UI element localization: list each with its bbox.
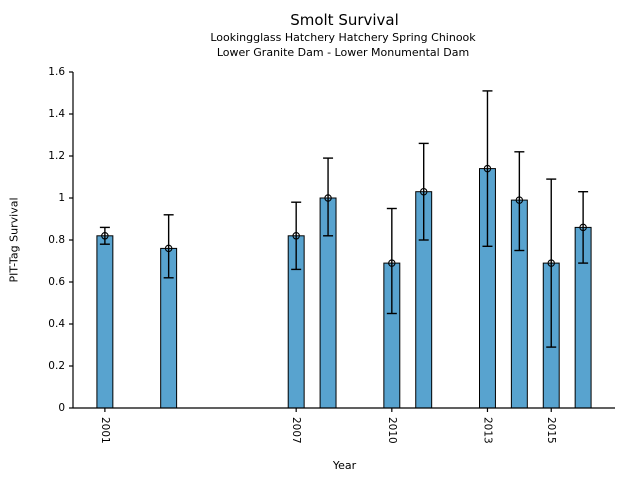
chart-subtitle-line1: Lookingglass Hatchery Hatchery Spring Ch… <box>210 31 476 44</box>
marker-circle-2015 <box>547 259 555 267</box>
error-bar-2011 <box>418 142 429 241</box>
y-tick-label: 0.4 <box>48 318 65 330</box>
error-bar-2003 <box>163 214 174 279</box>
x-tick-label: 2013 <box>481 417 493 444</box>
error-bar-2007 <box>291 201 302 271</box>
x-tick-label: 2015 <box>545 417 557 444</box>
y-tick-label: 1.4 <box>48 108 65 120</box>
y-tick-label: 0.8 <box>48 234 65 246</box>
chart-subtitle-line2: Lower Granite Dam - Lower Monumental Dam <box>216 46 470 59</box>
y-tick-label: 1.6 <box>48 66 65 78</box>
chart-title: Smolt Survival <box>290 11 399 29</box>
error-bar-2008 <box>323 157 334 237</box>
marker-circle-2001 <box>101 232 109 240</box>
error-bar-2014 <box>514 151 525 252</box>
x-tick-label: 2001 <box>99 417 111 444</box>
error-bar-2015 <box>546 178 557 348</box>
error-bar-2001 <box>99 226 110 245</box>
y-tick-label: 1 <box>58 192 65 204</box>
marker-circle-2008 <box>324 194 332 202</box>
x-axis-label: Year <box>332 459 357 472</box>
bar-2001 <box>96 235 114 409</box>
y-tick-label: 0.2 <box>48 360 65 372</box>
y-tick-label: 0 <box>58 402 65 414</box>
marker-circle-2013 <box>483 164 492 173</box>
marker-circle-2014 <box>515 196 524 204</box>
error-bar-2013 <box>482 90 493 248</box>
marker-circle-2016 <box>579 223 587 232</box>
marker-circle-2003 <box>164 244 173 253</box>
y-axis-label: PIT-Tag Survival <box>7 197 21 283</box>
marker-circle-2011 <box>419 187 428 196</box>
x-tick-label: 2010 <box>386 417 398 444</box>
marker-circle-2010 <box>388 259 396 267</box>
error-bar-2016 <box>578 190 589 264</box>
y-tick-label: 0.6 <box>48 276 65 288</box>
error-bar-2010 <box>386 207 397 315</box>
y-tick-label: 1.2 <box>48 150 65 162</box>
x-tick-label: 2007 <box>290 417 302 444</box>
marker-circle-2007 <box>292 232 300 240</box>
